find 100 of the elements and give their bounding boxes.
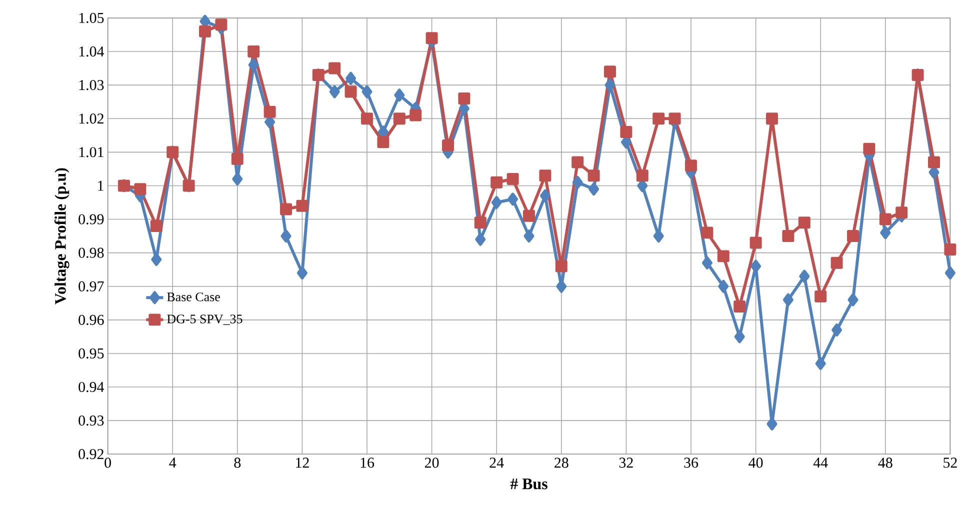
point (880, 226, 891, 240)
point (346, 72, 356, 85)
point (264, 106, 276, 118)
point (604, 66, 616, 78)
point (928, 156, 940, 168)
y-tick-label: 1.03 (79, 80, 104, 90)
point (426, 32, 438, 44)
point (848, 293, 858, 306)
point (685, 160, 697, 172)
y-tick-label: 0.98 (78, 248, 104, 258)
point (879, 213, 892, 226)
point (524, 230, 534, 243)
y-tick-label: 1.02 (79, 114, 104, 124)
point (798, 216, 810, 229)
point (377, 136, 390, 148)
point (248, 58, 259, 72)
x-tick-label: 20 (424, 458, 439, 468)
point (799, 270, 810, 283)
point (832, 324, 842, 336)
point (556, 280, 567, 293)
point (555, 260, 568, 272)
point (280, 203, 292, 216)
point (393, 112, 406, 125)
x-tick-label: 8 (234, 458, 241, 468)
point (944, 266, 956, 280)
x-tick-label: 48 (878, 458, 892, 468)
point (588, 170, 600, 182)
point (328, 62, 341, 74)
x-tick-label: 16 (360, 458, 374, 468)
point (151, 253, 162, 266)
point (620, 126, 632, 138)
point (750, 236, 762, 249)
y-tick-label: 1.05 (79, 12, 104, 24)
point (410, 109, 422, 122)
y-tick-label: 0.99 (78, 214, 104, 224)
point (750, 260, 762, 273)
y-tick-label: 0.95 (78, 348, 104, 359)
y-tick-label: 0.94 (78, 382, 104, 392)
point (134, 183, 146, 196)
point (475, 232, 486, 246)
point (814, 290, 827, 302)
x-tick-label: 40 (748, 458, 763, 468)
point (344, 86, 357, 98)
point (150, 220, 162, 232)
point (523, 210, 535, 222)
x-tick-label: 52 (944, 458, 957, 468)
point (199, 25, 211, 38)
point (782, 293, 794, 306)
point (572, 176, 583, 189)
point (362, 85, 372, 98)
x-tick-label: 12 (296, 458, 309, 468)
point (636, 170, 648, 182)
legend-label: Base Case (167, 292, 220, 302)
point (539, 170, 552, 182)
x-tick-label: 44 (813, 458, 828, 468)
y-tick-label: 0.92 (78, 449, 104, 460)
point (766, 417, 778, 430)
point (248, 46, 260, 58)
point (896, 206, 908, 219)
y-tick-label: 1.01 (79, 147, 104, 158)
point (491, 196, 502, 209)
point (847, 230, 859, 242)
point (442, 139, 454, 152)
y-tick-label: 0.93 (78, 416, 104, 426)
point (394, 88, 405, 102)
point (863, 142, 876, 155)
x-tick-label: 4 (169, 458, 176, 468)
point (702, 256, 712, 270)
point (782, 230, 794, 242)
legend-label: DG-5 SPV_35 (167, 314, 242, 325)
point (296, 266, 308, 280)
point (734, 330, 745, 344)
point (652, 112, 665, 125)
point (506, 173, 519, 185)
point (718, 280, 729, 293)
x-tick-label: 28 (554, 458, 568, 468)
point (653, 230, 664, 243)
point (458, 92, 470, 104)
point (490, 176, 503, 188)
point (474, 216, 486, 229)
x-tick-label: 32 (619, 458, 633, 468)
point (701, 226, 714, 239)
y-tick-label: 0.96 (78, 314, 104, 326)
point (734, 300, 746, 312)
y-tick-label: 1 (98, 180, 104, 191)
x-tick-label: 0 (104, 458, 111, 468)
point (280, 230, 292, 243)
point (361, 112, 373, 125)
point (604, 78, 616, 92)
point (540, 189, 550, 202)
point (508, 192, 518, 206)
y-tick-label: 1.04 (79, 46, 104, 57)
x-tick-label: 24 (490, 458, 504, 468)
point (815, 357, 826, 370)
point (231, 152, 244, 165)
point (944, 243, 956, 256)
point (588, 182, 600, 196)
point (296, 200, 308, 212)
point (329, 85, 340, 98)
y-tick-label: 0.97 (78, 281, 104, 292)
